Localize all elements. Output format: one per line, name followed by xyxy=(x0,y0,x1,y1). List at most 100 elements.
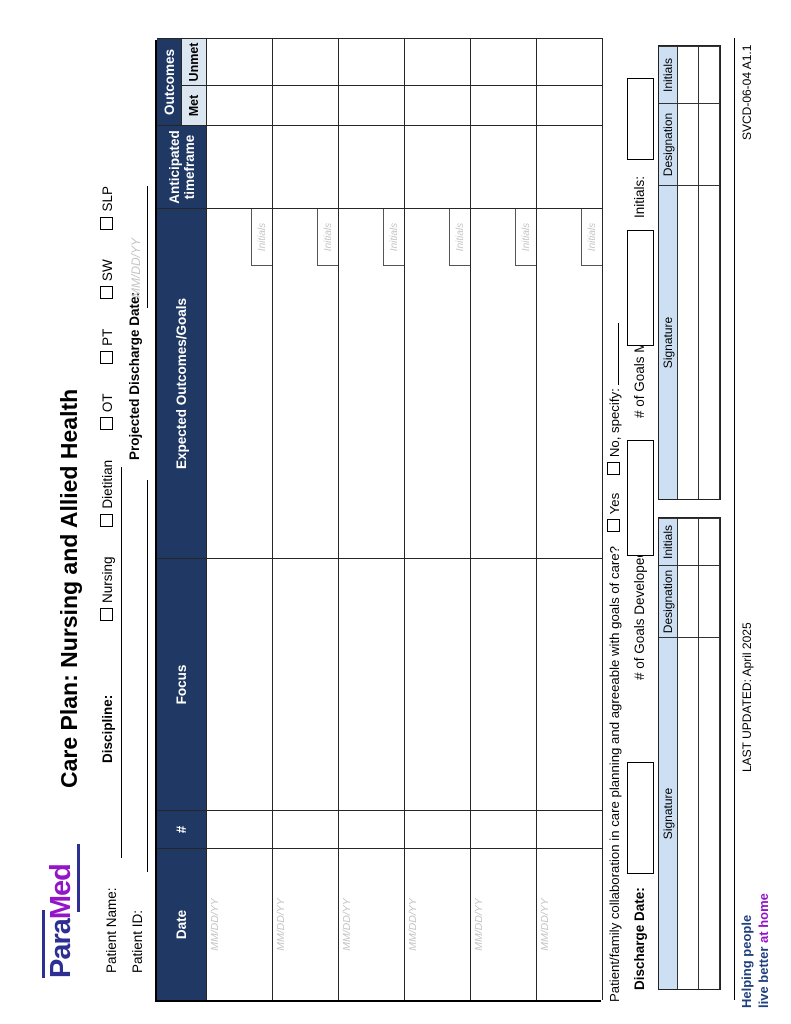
column-header-number: # xyxy=(157,810,207,848)
date-cell[interactable]: MM/DD/YY xyxy=(339,848,405,1000)
discipline-option-sw: SW xyxy=(100,259,115,300)
initials-header: Initials xyxy=(659,46,678,103)
date-cell[interactable]: MM/DD/YY xyxy=(471,848,537,1000)
goals-cell[interactable]: Initials xyxy=(207,208,273,558)
met-cell[interactable] xyxy=(207,85,273,125)
designation-cell[interactable] xyxy=(678,565,699,637)
goals-developed-input[interactable] xyxy=(627,440,654,556)
goals-cell[interactable]: Initials xyxy=(273,208,339,558)
focus-cell[interactable] xyxy=(273,558,339,810)
unmet-cell[interactable] xyxy=(471,38,537,85)
number-cell[interactable] xyxy=(471,810,537,848)
focus-cell[interactable] xyxy=(537,558,603,810)
unmet-cell[interactable] xyxy=(537,38,603,85)
paramed-logo: ParaMed xyxy=(42,844,80,978)
met-cell[interactable] xyxy=(537,85,603,125)
patient-name-input-line[interactable] xyxy=(120,467,122,858)
timeframe-cell[interactable] xyxy=(405,125,471,208)
met-cell[interactable] xyxy=(471,85,537,125)
checkbox-nursing[interactable] xyxy=(100,607,113,621)
initials-box[interactable]: Initials xyxy=(251,209,272,266)
checkbox-sw[interactable] xyxy=(100,286,113,300)
goals-developed-label: # of Goals Developed: xyxy=(632,546,647,680)
column-header-met: Met xyxy=(182,85,207,125)
column-header-goals: Expected Outcomes/Goals xyxy=(157,208,207,558)
designation-cell[interactable] xyxy=(699,565,720,637)
initials-box[interactable]: Initials xyxy=(515,209,536,266)
initials-box[interactable]: Initials xyxy=(581,209,602,266)
goals-cell[interactable]: Initials xyxy=(537,208,603,558)
unmet-cell[interactable] xyxy=(273,38,339,85)
goals-met-input[interactable] xyxy=(627,230,654,346)
logo-underline xyxy=(77,844,80,912)
collaboration-no-option: No, specify: xyxy=(607,388,622,476)
timeframe-cell[interactable] xyxy=(273,125,339,208)
care-plan-table: Date # Focus Expected Outcomes/Goals Ant… xyxy=(155,38,603,1002)
unmet-cell[interactable] xyxy=(339,38,405,85)
timeframe-cell[interactable] xyxy=(207,125,273,208)
date-cell[interactable]: MM/DD/YY xyxy=(207,848,273,1000)
timeframe-cell[interactable] xyxy=(537,125,603,208)
document-code: SVCD-06-04 A1.1 xyxy=(740,44,754,140)
unmet-cell[interactable] xyxy=(405,38,471,85)
checkbox-yes[interactable] xyxy=(607,519,620,533)
timeframe-cell[interactable] xyxy=(471,125,537,208)
checkbox-dietitian[interactable] xyxy=(100,513,113,527)
initials-cell[interactable] xyxy=(699,46,720,103)
focus-cell[interactable] xyxy=(471,558,537,810)
number-cell[interactable] xyxy=(537,810,603,848)
met-cell[interactable] xyxy=(339,85,405,125)
discipline-option-ot: OT xyxy=(100,394,115,431)
focus-cell[interactable] xyxy=(405,558,471,810)
unmet-cell[interactable] xyxy=(207,38,273,85)
initials-box[interactable]: Initials xyxy=(383,209,404,266)
signature-cell[interactable] xyxy=(678,185,699,499)
discharge-date-input[interactable] xyxy=(627,762,654,874)
number-cell[interactable] xyxy=(207,810,273,848)
column-header-focus: Focus xyxy=(157,558,207,810)
projected-discharge-input-line[interactable] xyxy=(146,186,148,308)
date-cell[interactable]: MM/DD/YY xyxy=(537,848,603,1000)
number-cell[interactable] xyxy=(339,810,405,848)
date-cell[interactable]: MM/DD/YY xyxy=(273,848,339,1000)
column-header-outcomes: Outcomes xyxy=(157,38,182,125)
initials-cell[interactable] xyxy=(699,518,720,565)
signature-cell[interactable] xyxy=(678,637,699,989)
specify-input-line[interactable] xyxy=(606,322,619,385)
discipline-option-pt: PT xyxy=(100,329,115,364)
designation-cell[interactable] xyxy=(699,103,720,185)
initials-box[interactable]: Initials xyxy=(449,209,470,266)
logo-part-para: Para xyxy=(45,919,77,978)
focus-cell[interactable] xyxy=(339,558,405,810)
footer-divider xyxy=(734,38,735,1000)
signature-table-right: Signature Designation Initials xyxy=(658,45,721,500)
signature-cell[interactable] xyxy=(699,637,720,989)
designation-cell[interactable] xyxy=(678,103,699,185)
checkbox-pt[interactable] xyxy=(100,350,113,364)
met-cell[interactable] xyxy=(273,85,339,125)
checkbox-ot[interactable] xyxy=(100,417,113,431)
designation-header: Designation xyxy=(659,103,678,185)
patient-id-input-line[interactable] xyxy=(146,480,148,872)
signature-cell[interactable] xyxy=(699,185,720,499)
column-header-timeframe: Anticipated timeframe xyxy=(157,125,207,208)
goals-cell[interactable]: Initials xyxy=(339,208,405,558)
goals-cell[interactable]: Initials xyxy=(405,208,471,558)
checkbox-no[interactable] xyxy=(607,462,620,476)
goals-cell[interactable]: Initials xyxy=(471,208,537,558)
page-title: Care Plan: Nursing and Allied Health xyxy=(56,388,82,788)
date-cell[interactable]: MM/DD/YY xyxy=(405,848,471,1000)
timeframe-cell[interactable] xyxy=(339,125,405,208)
focus-cell[interactable] xyxy=(207,558,273,810)
initials-cell[interactable] xyxy=(678,46,699,103)
number-cell[interactable] xyxy=(273,810,339,848)
number-cell[interactable] xyxy=(405,810,471,848)
initials-cell[interactable] xyxy=(678,518,699,565)
met-cell[interactable] xyxy=(405,85,471,125)
checkbox-slp[interactable] xyxy=(100,216,113,230)
initials-box[interactable]: Initials xyxy=(317,209,338,266)
tagline-line2: live better at home xyxy=(755,893,771,1008)
initials-input[interactable] xyxy=(627,78,654,160)
